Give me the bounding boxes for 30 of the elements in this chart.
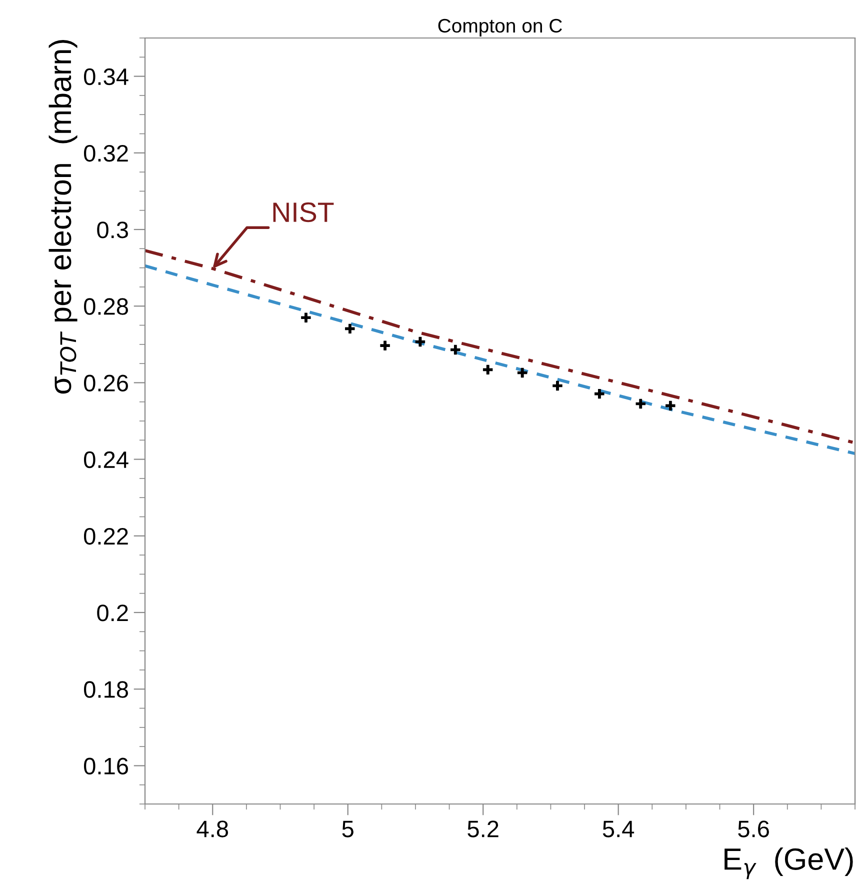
x-tick-label: 4.8 <box>196 820 228 838</box>
point <box>664 399 677 412</box>
annotation: NIST <box>273 202 334 222</box>
point <box>593 388 606 400</box>
point <box>634 398 647 410</box>
point <box>344 322 356 335</box>
point <box>300 311 312 324</box>
y-tick-label: 0.26 <box>84 374 128 392</box>
y-tick-label: 0.22 <box>84 528 128 545</box>
y-tick-label: 0.3 <box>97 222 128 238</box>
point <box>482 363 494 376</box>
y-tick-label: 0.16 <box>84 758 128 774</box>
point <box>551 380 564 392</box>
x-tick-label: 5.6 <box>738 820 769 838</box>
y-tick-label: 0.2 <box>97 604 128 622</box>
y-tick-label: 0.24 <box>84 451 128 468</box>
point <box>414 335 426 348</box>
y-tick-label: 0.18 <box>84 681 128 698</box>
y-tick-label: 0.28 <box>84 298 128 315</box>
x-tick-label: 5.4 <box>602 820 634 838</box>
chart-title: Compton on C <box>438 18 562 36</box>
x-tick-label: 5 <box>342 820 354 838</box>
point <box>378 339 392 352</box>
point <box>516 366 529 379</box>
x-axis-title: E$_{γ}$ (GeV) <box>724 848 853 880</box>
y-tick-label: 0.32 <box>84 144 128 162</box>
y-axis-title: σ$_{TOT}$ per electron (mbarn) <box>48 40 78 394</box>
x-tick-label: 5.2 <box>468 820 498 838</box>
point <box>449 344 462 356</box>
y-tick-label: 0.34 <box>84 68 128 86</box>
